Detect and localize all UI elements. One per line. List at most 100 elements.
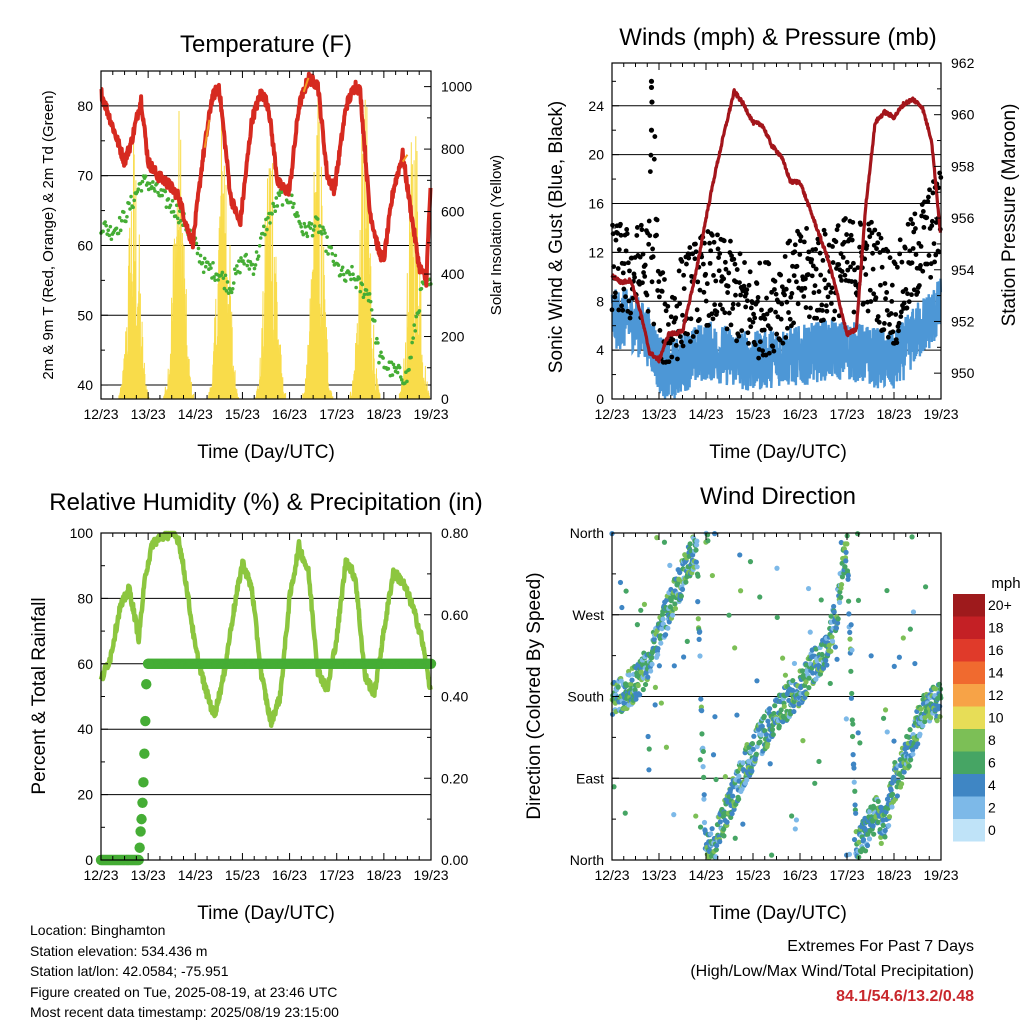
- direction-point: [629, 677, 635, 683]
- winds-title: Winds (mph) & Pressure (mb): [619, 24, 936, 51]
- direction-point: [836, 599, 843, 605]
- dewpoint-point: [379, 350, 383, 355]
- gust-point: [681, 286, 687, 292]
- direction-point: [717, 819, 723, 825]
- direction-point: [789, 813, 795, 819]
- direction-point: [713, 776, 719, 783]
- temp-xtick-label: 12/23: [83, 406, 118, 422]
- gust-point: [819, 302, 825, 308]
- gust-point: [662, 277, 667, 282]
- dewpoint-point: [407, 367, 411, 372]
- dewpoint-point: [399, 378, 404, 382]
- gust-point: [907, 248, 913, 254]
- gust-point: [929, 218, 935, 224]
- gust-point: [700, 261, 706, 267]
- dewpoint-point: [132, 198, 136, 203]
- direction-point: [696, 636, 702, 642]
- temperature-9m-line: [302, 77, 310, 93]
- dir-ytick-label: South: [567, 689, 604, 705]
- direction-point: [891, 738, 897, 744]
- direction-point: [701, 792, 707, 798]
- gust-point: [838, 251, 844, 257]
- dewpoint-point: [336, 263, 341, 267]
- rh-ytick-label: 0: [85, 852, 93, 868]
- direction-point: [922, 584, 929, 590]
- gust-point: [692, 256, 698, 262]
- direction-panel: Wind Direction Time (Day/UTC) Direction …: [524, 483, 1021, 924]
- dewpoint-point: [290, 193, 294, 198]
- gust-point: [852, 267, 857, 273]
- direction-point: [845, 598, 852, 604]
- gust-point: [752, 315, 758, 321]
- solar-insolation-day: [398, 136, 430, 400]
- dewpoint-point: [390, 373, 395, 377]
- gust-point: [703, 271, 709, 277]
- gust-point: [875, 314, 881, 319]
- gust-point: [797, 252, 803, 257]
- solar-insolation-day: [163, 110, 195, 400]
- gust-point: [766, 350, 772, 356]
- gust-point: [898, 314, 904, 319]
- dewpoint-point: [171, 209, 176, 214]
- gust-point: [909, 260, 915, 266]
- direction-point: [648, 668, 654, 674]
- direction-point: [700, 748, 706, 755]
- direction-point: [661, 539, 668, 545]
- gust-point: [686, 255, 692, 261]
- direction-point: [824, 662, 830, 668]
- gust-point: [902, 245, 908, 251]
- gust-point: [931, 241, 937, 247]
- direction-point: [734, 712, 740, 718]
- direction-point: [838, 539, 844, 546]
- direction-point: [749, 768, 755, 774]
- direction-point: [920, 696, 926, 703]
- gust-point: [850, 219, 856, 225]
- dewpoint-point: [326, 252, 330, 256]
- solar-insolation-series: [118, 96, 430, 400]
- dewpoint-point: [367, 292, 372, 296]
- dewpoint-point: [163, 189, 168, 194]
- direction-point: [860, 837, 867, 843]
- wind-y2tick-label: 950: [951, 365, 975, 381]
- gust-point: [695, 279, 701, 285]
- direction-point: [906, 763, 912, 769]
- direction-point: [761, 713, 767, 720]
- direction-point: [694, 564, 700, 570]
- temp-xtick-label: 17/23: [319, 406, 354, 422]
- direction-point: [828, 648, 834, 654]
- gust-point: [634, 233, 640, 238]
- temperature-2m-line: [99, 71, 433, 288]
- gust-point: [670, 337, 676, 343]
- dewpoint-point: [256, 254, 261, 259]
- gust-point: [762, 316, 768, 322]
- gust-point: [678, 339, 684, 345]
- gust-point: [730, 301, 736, 307]
- gust-point: [842, 272, 848, 278]
- gust-point: [744, 287, 750, 293]
- direction-point: [807, 629, 813, 635]
- direction-point: [843, 558, 849, 564]
- dewpoint-point: [395, 370, 400, 375]
- direction-point: [611, 784, 617, 790]
- gust-point: [647, 169, 653, 175]
- gust-point: [707, 260, 713, 266]
- gust-point: [838, 274, 843, 279]
- dewpoint-point: [131, 205, 135, 210]
- rh-y2tick-label: 0.00: [441, 852, 468, 868]
- gust-point: [809, 273, 815, 279]
- direction-point: [915, 741, 921, 747]
- gust-point: [748, 324, 754, 330]
- direction-point: [851, 761, 857, 767]
- dewpoint-point: [166, 197, 171, 201]
- dewpoint-point: [223, 273, 228, 278]
- gust-point: [688, 316, 694, 322]
- solar-insolation-day: [208, 118, 239, 400]
- direction-point: [677, 569, 683, 576]
- gust-point: [620, 307, 626, 313]
- dewpoint-point: [302, 221, 307, 226]
- gust-point: [650, 246, 656, 252]
- direction-point: [828, 613, 834, 619]
- dewpoint-point: [310, 233, 315, 238]
- direction-point: [846, 611, 852, 617]
- direction-point: [683, 579, 689, 585]
